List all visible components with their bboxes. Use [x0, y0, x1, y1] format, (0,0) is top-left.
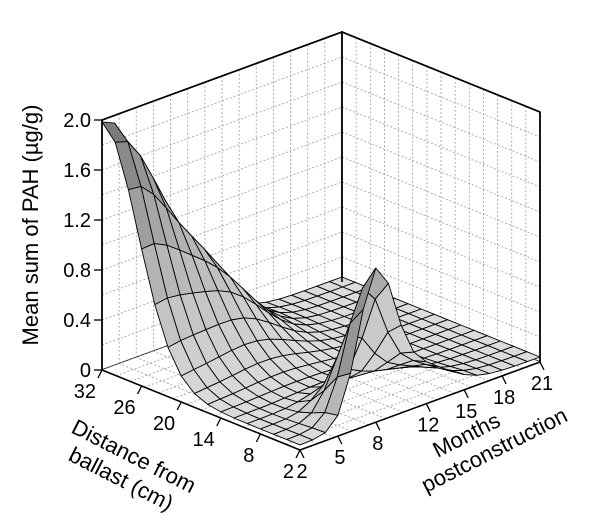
month-tick-label: 15	[455, 401, 477, 423]
wall-gridline	[101, 156, 343, 246]
month-tick-mark	[501, 375, 507, 385]
wall-gridline	[101, 206, 343, 296]
wall-gridline	[341, 231, 541, 313]
axes-frame	[101, 31, 541, 451]
distance-tick-label: 2	[283, 461, 294, 483]
frame-edge	[341, 31, 541, 113]
wall-gridline	[101, 56, 343, 146]
wall-gridline	[101, 181, 343, 271]
wall-gridline	[341, 156, 541, 238]
value-tick-label: 0.4	[63, 310, 91, 332]
tick-labels: 0 0.4 0.8 1.2 1.6 2.0 32 26 20 14 8 2 2 5 8 12 15 18 21	[63, 110, 553, 483]
wall-gridline	[341, 256, 541, 338]
wall-gridline	[101, 231, 343, 321]
month-tick-label: 21	[531, 373, 553, 395]
month-tick-mark	[463, 389, 469, 399]
month-tick-mark	[375, 421, 381, 431]
frame-edge	[101, 31, 343, 121]
month-tick-label: 12	[417, 415, 439, 437]
wall-gridline	[101, 106, 343, 196]
distance-tick-mark	[295, 449, 301, 459]
month-tick-label: 18	[493, 387, 515, 409]
value-tick-label: 1.6	[63, 160, 91, 182]
wall-gridline	[341, 106, 541, 188]
wall-gridline	[101, 81, 343, 171]
floor-gridline	[136, 357, 335, 438]
distance-tick-mark	[216, 417, 222, 427]
wall-gridline	[101, 131, 343, 221]
value-tick-label: 0	[80, 360, 91, 382]
distance-tick-mark	[176, 401, 182, 411]
floor-gridline	[118, 363, 318, 445]
distance-axis-label: Distance from ballast (cm)	[65, 414, 200, 516]
distance-tick-mark	[97, 369, 103, 379]
frame-edge	[299, 361, 541, 451]
surface-mesh	[101, 121, 541, 446]
month-tick-label: 2	[296, 461, 307, 483]
surface-facet	[286, 434, 314, 446]
frame-edge	[101, 369, 301, 451]
wall-gridline	[341, 131, 541, 213]
value-tick-label: 0.8	[63, 260, 91, 282]
distance-tick-label: 26	[113, 397, 135, 419]
month-tick-label: 8	[372, 433, 383, 455]
month-tick-label: 5	[334, 447, 345, 469]
wall-gridline	[341, 206, 541, 288]
distance-tick-label: 20	[153, 413, 175, 435]
month-tick-mark	[539, 361, 545, 371]
value-tick-label: 1.2	[63, 210, 91, 232]
distance-tick-label: 14	[193, 429, 215, 451]
distance-tick-label: 8	[243, 445, 254, 467]
wall-gridline	[341, 81, 541, 163]
value-tick-label: 2.0	[63, 110, 91, 132]
wall-gridline	[341, 181, 541, 263]
distance-tick-label: 32	[74, 381, 96, 403]
wall-gridline	[341, 56, 541, 138]
distance-tick-mark	[255, 433, 261, 443]
distance-tick-mark	[137, 385, 143, 395]
value-axis-label: Mean sum of PAH (µg/g)	[18, 105, 43, 346]
month-tick-mark	[425, 403, 431, 412]
wall-gridline	[101, 256, 343, 346]
month-tick-mark	[299, 449, 305, 459]
month-tick-mark	[337, 435, 343, 445]
